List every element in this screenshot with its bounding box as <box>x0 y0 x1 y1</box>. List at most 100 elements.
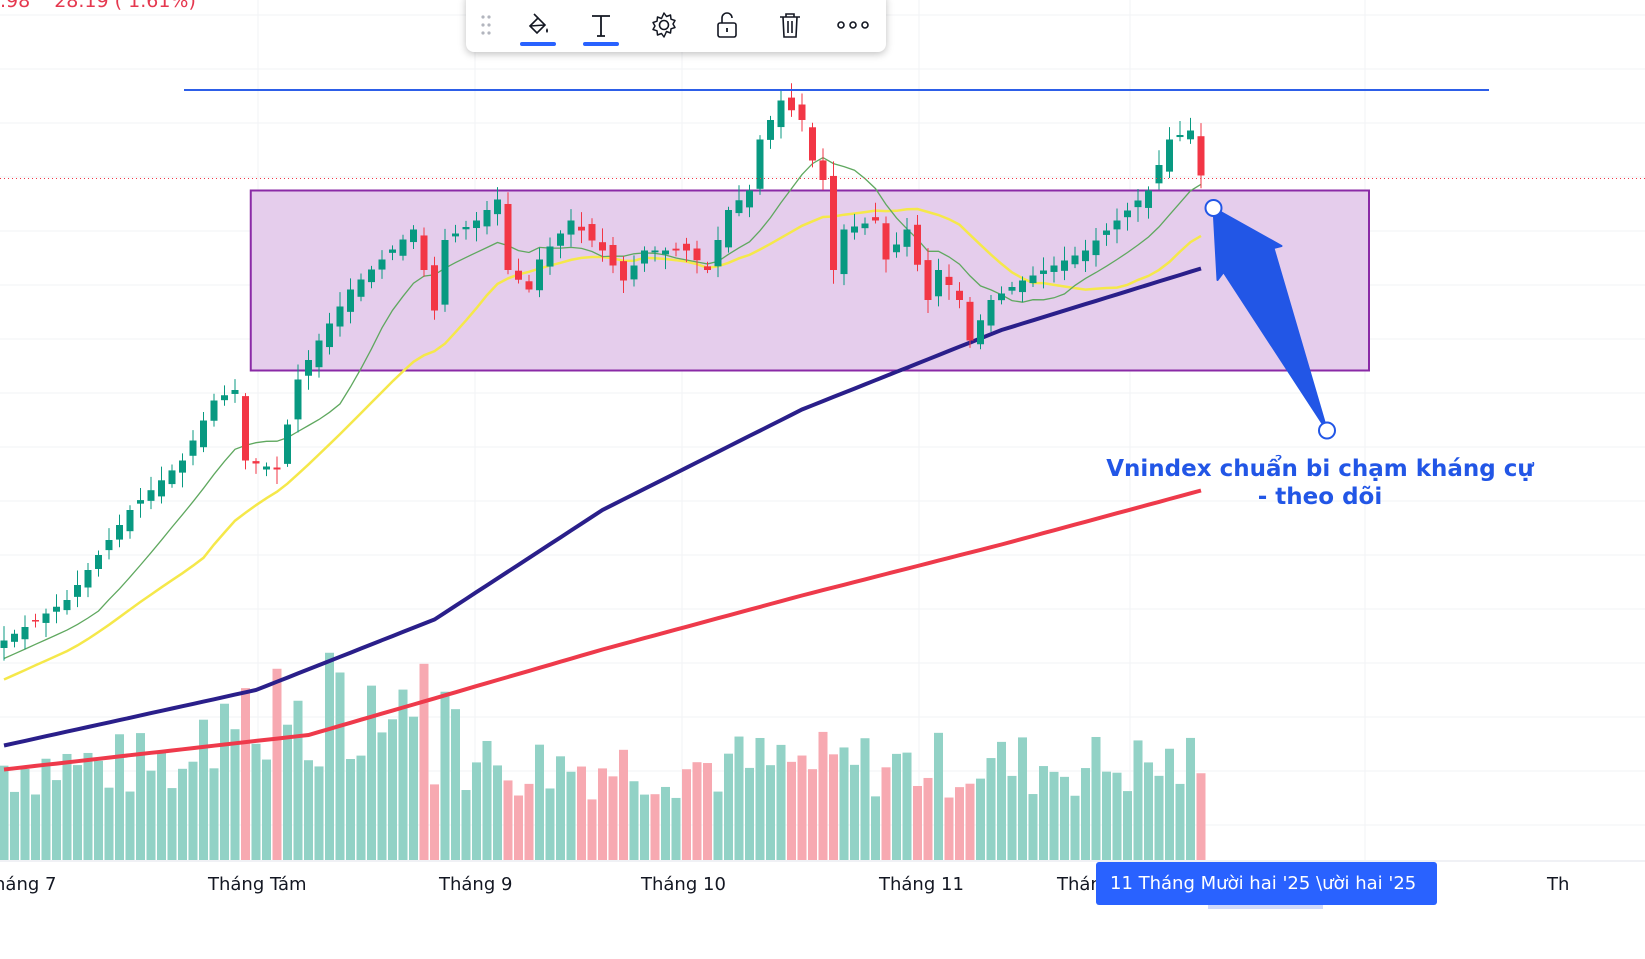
candle-body <box>336 306 344 327</box>
candle-body <box>1134 200 1142 208</box>
volume-bar <box>293 700 303 860</box>
candle-body <box>662 250 669 255</box>
candle-body <box>1050 265 1058 272</box>
chart-annotation-text[interactable]: Vnindex chuẩn bi chạm kháng cự - theo dõ… <box>1100 455 1540 511</box>
volume-bar <box>409 716 418 860</box>
delete-button[interactable] <box>758 2 821 48</box>
annotation-line-1: Vnindex chuẩn bi chạm kháng cự <box>1106 456 1534 482</box>
candle-body <box>1008 287 1016 291</box>
text-color-button[interactable] <box>569 2 632 48</box>
candle-body <box>294 379 302 420</box>
volume-bar <box>923 777 933 860</box>
candle-body <box>851 226 858 233</box>
candle-body <box>378 259 386 270</box>
candle-body <box>11 633 18 642</box>
volume-bar <box>955 787 964 860</box>
gear-icon <box>651 12 676 38</box>
candle-body <box>452 233 459 237</box>
volume-bar <box>251 743 261 860</box>
volume-bar <box>734 736 744 860</box>
volume-bar <box>199 719 208 860</box>
settings-button[interactable] <box>632 2 695 48</box>
volume-bar <box>346 759 355 860</box>
volume-bar <box>314 766 324 860</box>
candle-body <box>221 395 228 401</box>
more-icon <box>836 21 869 29</box>
candle-body <box>95 555 102 569</box>
drag-handle-icon[interactable] <box>466 2 506 48</box>
volume-bar <box>776 744 786 860</box>
lock-button[interactable] <box>695 2 758 48</box>
candle-body <box>357 279 365 297</box>
volume-bar <box>167 788 177 860</box>
volume-bar <box>703 763 712 860</box>
candle-body <box>273 467 281 470</box>
candle-body <box>74 585 81 597</box>
candle-body <box>977 320 984 345</box>
time-axis-label: háng 7 <box>0 874 57 895</box>
candle-body <box>809 127 816 161</box>
volume-bar <box>986 758 996 860</box>
volume-bar <box>1133 740 1143 860</box>
volume-bar <box>1039 766 1048 860</box>
time-axis-label: Tháng 11 <box>879 874 964 895</box>
candle-body <box>1113 220 1121 230</box>
candle-body <box>672 248 680 251</box>
volume-bar <box>262 759 271 860</box>
volume-bar <box>808 769 817 860</box>
volume-bar <box>62 753 72 860</box>
candle-body <box>431 265 438 311</box>
candle-body <box>389 249 396 253</box>
candle-body <box>1092 240 1100 256</box>
volume-bar <box>902 752 912 860</box>
candle-body <box>798 104 806 120</box>
volume-bar <box>671 797 681 860</box>
volume-bar <box>178 768 187 860</box>
volume-bar <box>398 689 408 860</box>
candle-body <box>200 420 207 448</box>
candle-body <box>767 120 774 140</box>
volume-bar <box>230 729 240 860</box>
volume-bar <box>83 752 93 860</box>
candle-body <box>21 627 29 640</box>
volume-bar <box>430 784 439 860</box>
candle-body <box>1187 130 1194 140</box>
volume-bar <box>535 744 544 860</box>
candle-body <box>147 490 155 501</box>
candle-body <box>945 276 953 285</box>
volume-bar <box>629 781 639 860</box>
volume-bar <box>713 791 723 860</box>
candle-body <box>1166 139 1173 172</box>
candle-body <box>473 220 480 229</box>
volume-bar <box>209 768 219 860</box>
volume-bar <box>220 703 229 860</box>
candle-body <box>1040 270 1047 274</box>
volume-bar <box>745 767 754 860</box>
candle-body <box>683 243 690 251</box>
candle-body <box>735 200 743 214</box>
candle-body <box>620 261 627 281</box>
volume-bar <box>304 760 313 860</box>
more-button[interactable] <box>821 2 884 48</box>
candle-body <box>105 540 113 551</box>
candle-body <box>347 289 354 312</box>
volume-bar <box>724 753 733 860</box>
candle-body <box>704 266 711 270</box>
volume-bar <box>241 688 250 860</box>
volume-bar <box>1091 736 1101 860</box>
candle-body <box>1155 165 1163 184</box>
candle-body <box>525 281 533 290</box>
volume-bar <box>388 719 397 860</box>
volume-bar <box>1018 737 1027 860</box>
candle-body <box>893 244 900 253</box>
fill-color-button[interactable] <box>506 2 569 48</box>
candle-body <box>63 600 71 611</box>
volume-bar <box>1028 794 1038 860</box>
volume-bar <box>1070 795 1080 860</box>
candle-body <box>158 480 165 497</box>
candle-body <box>903 229 911 247</box>
candle-body <box>777 100 785 128</box>
time-axis-label: Tháng 9 <box>439 874 513 895</box>
candle-body <box>1029 275 1037 284</box>
